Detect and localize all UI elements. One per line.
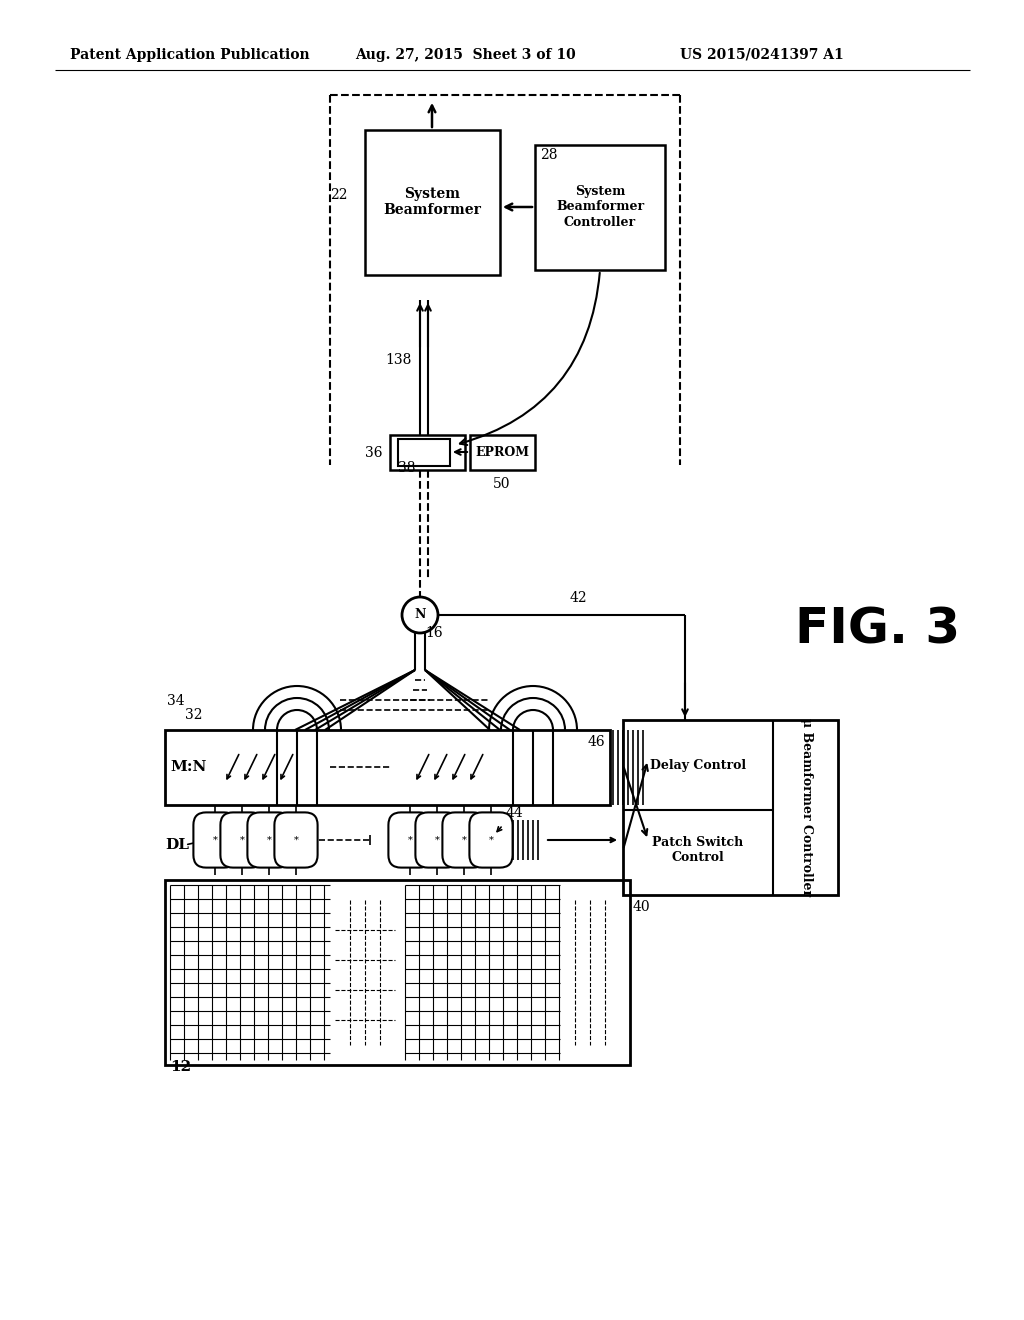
Text: System
Beamformer
Controller: System Beamformer Controller bbox=[556, 186, 644, 228]
Text: 22: 22 bbox=[331, 187, 348, 202]
Bar bbox=[165, 730, 610, 805]
Text: 40: 40 bbox=[633, 900, 650, 913]
FancyBboxPatch shape bbox=[469, 812, 513, 867]
Text: 42: 42 bbox=[570, 591, 588, 605]
Text: *: * bbox=[240, 836, 245, 845]
Text: 36: 36 bbox=[365, 446, 382, 459]
Text: *: * bbox=[488, 836, 494, 845]
Text: 138: 138 bbox=[386, 352, 412, 367]
Text: DL: DL bbox=[165, 838, 189, 851]
FancyBboxPatch shape bbox=[220, 812, 263, 867]
Text: Patent Application Publication: Patent Application Publication bbox=[70, 48, 309, 62]
Text: 46: 46 bbox=[588, 735, 605, 748]
Text: *: * bbox=[408, 836, 413, 845]
Text: Patch Switch
Control: Patch Switch Control bbox=[652, 836, 743, 865]
Text: 32: 32 bbox=[185, 708, 203, 722]
Bar bbox=[365, 129, 500, 275]
Text: M:N: M:N bbox=[170, 760, 207, 774]
Text: FIG. 3: FIG. 3 bbox=[795, 606, 961, 653]
FancyBboxPatch shape bbox=[194, 812, 237, 867]
Text: 28: 28 bbox=[540, 148, 557, 162]
Text: *: * bbox=[462, 836, 467, 845]
Text: 12: 12 bbox=[170, 1060, 191, 1074]
Text: 44: 44 bbox=[506, 807, 523, 820]
Text: System
Beamformer: System Beamformer bbox=[383, 187, 481, 216]
FancyBboxPatch shape bbox=[274, 812, 317, 867]
Bar bbox=[390, 436, 465, 470]
Text: 38: 38 bbox=[398, 461, 416, 475]
FancyBboxPatch shape bbox=[442, 812, 485, 867]
Text: *: * bbox=[213, 836, 217, 845]
Bar bbox=[470, 436, 535, 470]
Text: US 2015/0241397 A1: US 2015/0241397 A1 bbox=[680, 48, 844, 62]
Text: EPROM: EPROM bbox=[475, 446, 529, 458]
Text: *: * bbox=[434, 836, 439, 845]
Text: 34: 34 bbox=[167, 694, 184, 708]
Text: *: * bbox=[266, 836, 271, 845]
Text: N: N bbox=[415, 609, 426, 622]
FancyBboxPatch shape bbox=[248, 812, 291, 867]
Text: 16: 16 bbox=[425, 626, 442, 640]
Text: 50: 50 bbox=[494, 477, 511, 491]
Bar bbox=[165, 880, 630, 1065]
FancyBboxPatch shape bbox=[388, 812, 431, 867]
Text: Aug. 27, 2015  Sheet 3 of 10: Aug. 27, 2015 Sheet 3 of 10 bbox=[355, 48, 575, 62]
Text: μ Beamformer Controller: μ Beamformer Controller bbox=[800, 718, 812, 896]
Bar bbox=[623, 719, 838, 895]
Bar bbox=[535, 145, 665, 271]
Text: Delay Control: Delay Control bbox=[650, 759, 746, 771]
Text: *: * bbox=[294, 836, 298, 845]
Bar bbox=[398, 440, 450, 466]
FancyBboxPatch shape bbox=[416, 812, 459, 867]
